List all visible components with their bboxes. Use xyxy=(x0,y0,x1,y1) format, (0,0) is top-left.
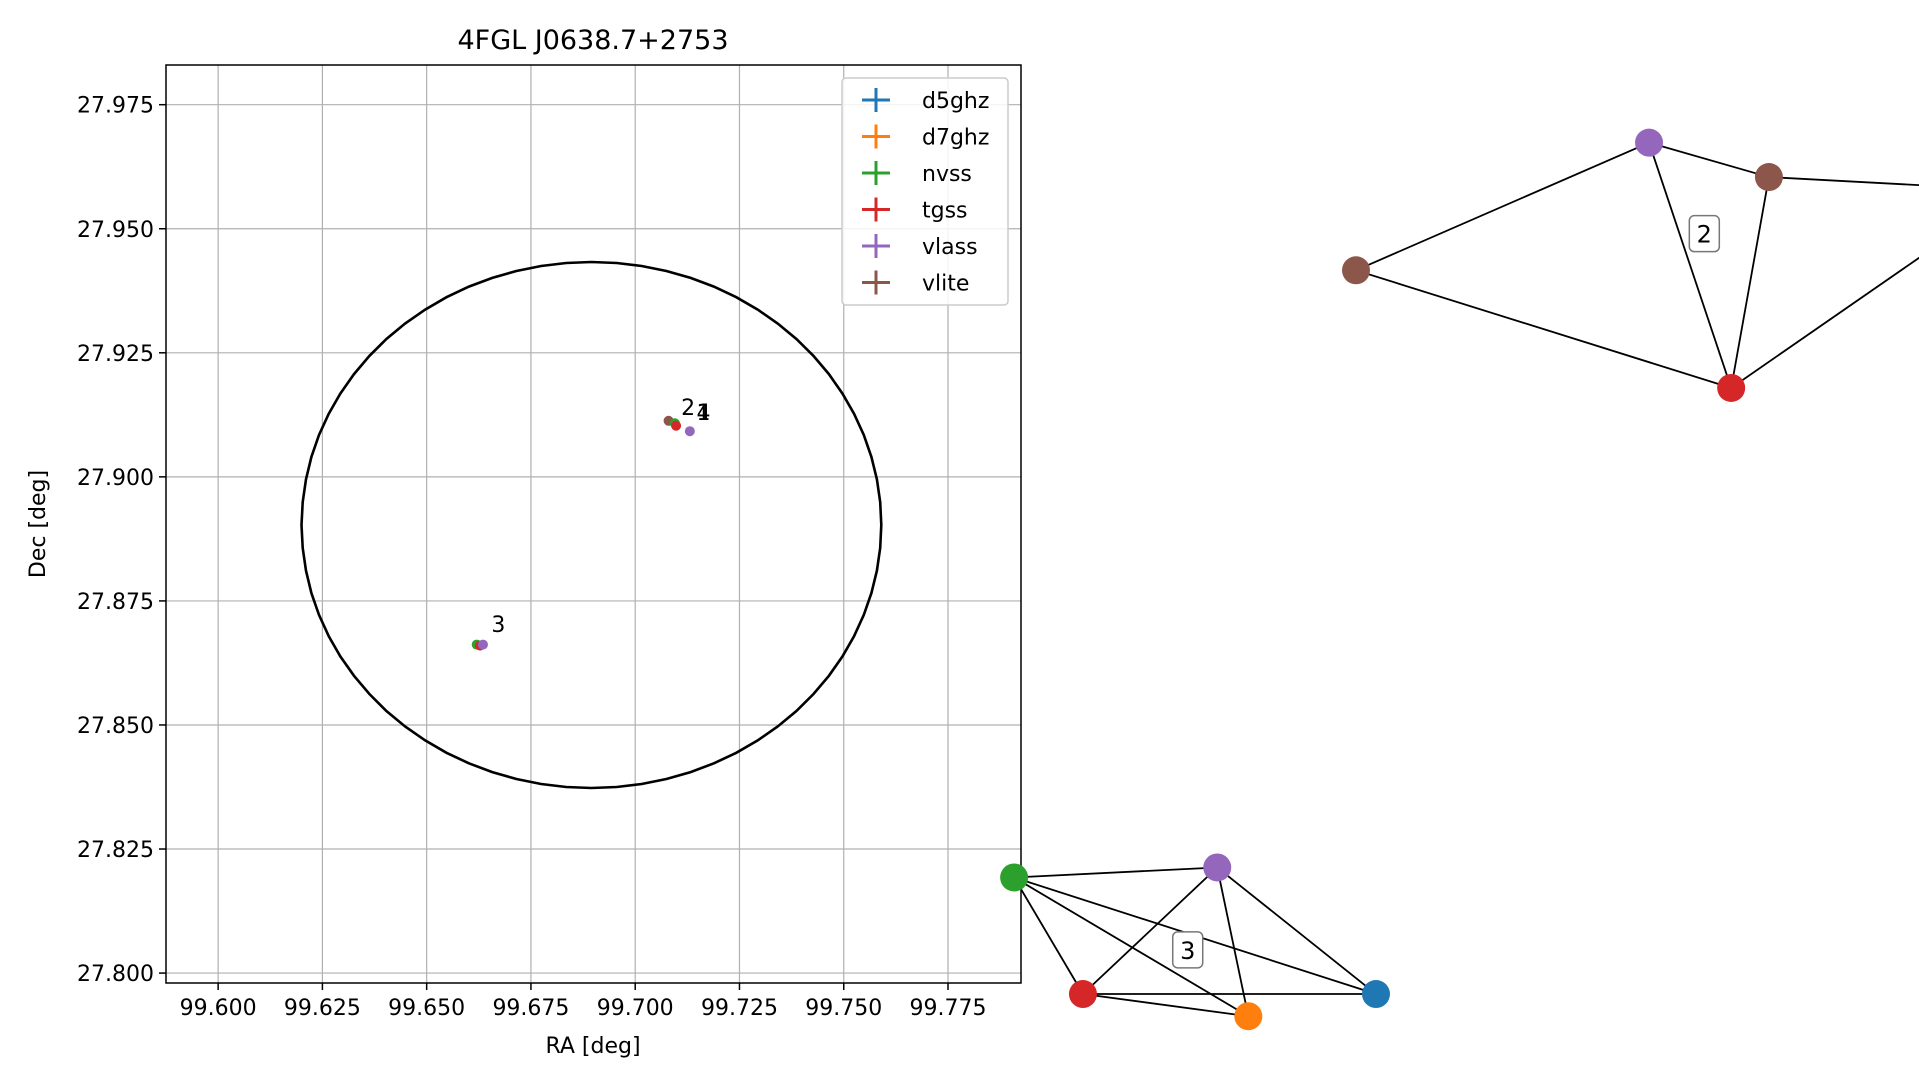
axes-frame xyxy=(165,64,1022,984)
network-group-label: 3 xyxy=(1171,931,1204,969)
x-tick-label: 99.675 xyxy=(492,996,569,1021)
network-group-label-text: 2 xyxy=(1697,221,1712,249)
network-group-label-box xyxy=(1688,214,1721,253)
legend-entries: d5ghz d7ghz nvss tgss vlass vlite xyxy=(862,88,989,297)
legend-label: vlass xyxy=(922,235,978,260)
network-node-vlite xyxy=(1754,163,1783,192)
scatter-panel: 4FGL J0638.7+2753 2 14 3 99.600 99.625 99.65… xyxy=(26,25,1022,1059)
legend-entry-vlite: vlite xyxy=(862,270,969,297)
network-edge xyxy=(1648,141,1770,178)
y-tick-label: 27.825 xyxy=(77,838,154,863)
point-vlass xyxy=(684,426,695,437)
x-tick-label: 99.775 xyxy=(910,996,987,1021)
legend-box xyxy=(841,77,1009,306)
point-label: 2 xyxy=(681,396,695,421)
network-nodes xyxy=(1000,128,1783,1031)
network-edge xyxy=(1013,877,1084,995)
network-node-d7ghz xyxy=(1234,1002,1263,1031)
network-node-vlite xyxy=(1342,256,1370,285)
point-label: 1 xyxy=(697,401,711,426)
network-edge xyxy=(1355,269,1732,389)
legend-label: tgss xyxy=(922,199,968,224)
y-tick-label: 27.950 xyxy=(77,218,154,243)
y-axis-label: Dec [deg] xyxy=(26,470,51,578)
network-edge xyxy=(1014,866,1218,879)
legend-label: vlite xyxy=(922,272,969,297)
legend-entry-d7ghz: d7ghz xyxy=(862,124,989,151)
legend-entry-nvss: nvss xyxy=(862,161,972,187)
x-tick-label: 99.750 xyxy=(805,996,882,1021)
legend-entry-d5ghz: d5ghz xyxy=(862,88,989,114)
y-tick-label: 27.975 xyxy=(77,94,154,119)
chart-title: 4FGL J0638.7+2753 xyxy=(457,25,728,56)
network-group-label-text: 3 xyxy=(1180,937,1195,965)
y-tick-label: 27.925 xyxy=(77,342,154,367)
point-labels-layer: 2 14 3 xyxy=(491,396,710,638)
network-edge xyxy=(1648,142,1733,389)
network-node-tgss xyxy=(1717,373,1746,402)
y-tick-label: 27.850 xyxy=(77,714,154,739)
x-tick-label: 99.625 xyxy=(284,996,361,1021)
legend-label: nvss xyxy=(922,162,972,187)
network-node-vlass xyxy=(1635,128,1664,157)
network-group-label: 2 xyxy=(1688,214,1721,253)
y-tick-label: 27.800 xyxy=(77,962,154,987)
legend-entry-vlass: vlass xyxy=(862,234,978,260)
network-edge xyxy=(1768,176,1919,187)
x-axis-label: RA [deg] xyxy=(545,1034,640,1059)
point-label: 4 xyxy=(697,401,711,426)
y-tick-label: 27.900 xyxy=(77,466,154,491)
ticks: 99.600 99.625 99.650 99.675 99.700 99.725 99.7… xyxy=(77,94,986,1021)
network-group-label-box xyxy=(1171,931,1204,969)
point-label: 3 xyxy=(491,613,505,638)
network-edge xyxy=(1082,993,1249,1018)
point-vlass xyxy=(477,639,488,650)
network-node-d5ghz xyxy=(1361,980,1390,1009)
network-edge xyxy=(1730,256,1919,389)
network-edge xyxy=(1082,866,1218,995)
network-node-vlass xyxy=(1203,853,1232,882)
legend-label: d7ghz xyxy=(922,126,989,151)
x-tick-label: 99.600 xyxy=(180,996,257,1021)
uncertainty-ellipse-layer xyxy=(300,260,883,790)
network-edge xyxy=(1730,176,1770,389)
network-edges xyxy=(1013,141,1919,1018)
network-node-tgss xyxy=(1068,980,1097,1009)
x-tick-label: 99.725 xyxy=(701,996,778,1021)
legend-entry-tgss: tgss xyxy=(862,197,968,224)
network-node-nvss xyxy=(1000,863,1029,892)
x-tick-label: 99.650 xyxy=(388,996,465,1021)
y-tick-label: 27.875 xyxy=(77,590,154,615)
legend-label: d5ghz xyxy=(922,89,989,114)
uncertainty-ellipse xyxy=(300,260,883,790)
network-edge xyxy=(1216,866,1377,995)
network-edge xyxy=(1355,141,1650,272)
points-layer xyxy=(471,415,695,651)
network-edge xyxy=(1216,867,1250,1017)
network-edge xyxy=(1013,876,1249,1017)
legend: d5ghz d7ghz nvss tgss vlass vlite xyxy=(841,77,1009,306)
x-tick-label: 99.700 xyxy=(597,996,674,1021)
point-tgss xyxy=(671,420,682,431)
